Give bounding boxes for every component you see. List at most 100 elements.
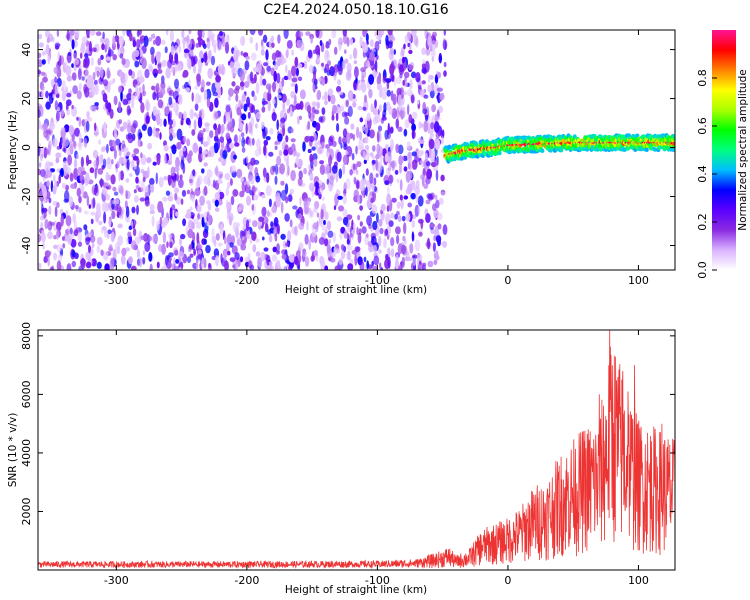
noise-cell: [180, 120, 184, 126]
noise-cell: [431, 104, 436, 113]
noise-cell: [409, 79, 413, 90]
noise-cell: [371, 204, 378, 214]
noise-cell: [229, 257, 236, 262]
noise-cell: [149, 263, 153, 270]
noise-cell: [214, 167, 218, 176]
noise-cell: [164, 106, 170, 115]
noise-cell: [436, 87, 443, 92]
noise-cell: [41, 229, 45, 237]
noise-cell: [395, 254, 399, 263]
noise-cell: [297, 177, 303, 187]
noise-cell: [372, 220, 378, 231]
noise-cell: [429, 223, 436, 228]
noise-cell: [311, 146, 316, 151]
noise-cell: [204, 122, 210, 127]
noise-cell: [395, 210, 400, 216]
y-tick-label: 40: [20, 43, 33, 57]
noise-cell: [69, 227, 73, 235]
noise-cell: [427, 35, 432, 47]
noise-cell: [66, 263, 72, 270]
noise-cell: [203, 186, 207, 193]
noise-cell: [226, 112, 231, 123]
noise-cell: [271, 35, 274, 43]
noise-cell: [175, 211, 179, 217]
noise-cell: [427, 84, 432, 93]
noise-cell: [54, 206, 58, 218]
noise-cell: [355, 169, 359, 175]
noise-cell: [88, 204, 92, 209]
noise-cell: [52, 93, 55, 99]
noise-cell: [55, 89, 58, 95]
noise-cell: [45, 44, 50, 55]
noise-cell: [214, 192, 221, 201]
noise-cell: [74, 127, 80, 137]
noise-cell: [136, 204, 139, 215]
noise-cell: [140, 180, 145, 193]
noise-cell: [442, 224, 448, 236]
noise-cell: [136, 248, 140, 259]
noise-cell: [96, 245, 101, 253]
noise-cell: [249, 36, 254, 44]
noise-cell: [42, 123, 48, 130]
noise-cell: [190, 50, 194, 57]
noise-cell: [174, 265, 177, 270]
noise-cell: [175, 59, 179, 65]
noise-cell: [239, 122, 244, 131]
noise-cell: [281, 93, 287, 103]
noise-cell: [352, 47, 358, 60]
noise-cell: [374, 186, 377, 192]
noise-cell: [438, 56, 443, 62]
spectrogram-ylabel: Frequency (Hz): [7, 110, 19, 189]
noise-cell: [59, 169, 64, 176]
noise-cell: [38, 162, 42, 168]
noise-cell: [54, 76, 58, 84]
noise-cell: [119, 53, 124, 59]
noise-cell: [333, 46, 338, 55]
noise-cell: [161, 39, 166, 46]
noise-cell: [425, 213, 431, 224]
x-tick-label: 0: [504, 574, 511, 587]
noise-cell: [232, 68, 237, 78]
noise-cell: [351, 152, 355, 161]
noise-cell: [179, 174, 183, 180]
noise-cell: [236, 238, 241, 247]
noise-cell: [76, 116, 79, 121]
noise-cell: [326, 178, 330, 185]
noise-cell: [431, 40, 436, 52]
noise-cell: [133, 165, 137, 170]
noise-cell: [55, 229, 60, 240]
noise-cell: [144, 185, 150, 197]
noise-cell: [150, 184, 155, 193]
noise-cell: [241, 136, 246, 148]
noise-cell: [132, 120, 138, 129]
x-tick-label: -100: [365, 274, 390, 287]
colorbar-tick-label: 0.2: [696, 213, 709, 231]
noise-cell: [147, 142, 153, 150]
noise-cell: [70, 183, 77, 189]
noise-cell: [363, 256, 367, 263]
noise-cell: [65, 209, 69, 216]
noise-cell: [343, 182, 347, 194]
noise-cell: [310, 255, 315, 262]
noise-cell: [73, 58, 80, 65]
noise-cell: [370, 235, 377, 246]
noise-cell: [428, 123, 431, 128]
noise-cell: [136, 39, 141, 49]
noise-cell: [171, 263, 175, 270]
noise-cell: [347, 263, 354, 270]
noise-cell: [91, 57, 94, 67]
noise-cell: [225, 104, 231, 113]
noise-cell: [373, 116, 378, 125]
noise-cell: [99, 178, 104, 188]
noise-cell: [358, 138, 364, 148]
noise-cell: [358, 131, 363, 141]
noise-cell: [231, 81, 236, 87]
noise-cell: [73, 167, 78, 180]
noise-cell: [118, 171, 121, 182]
noise-cell: [142, 257, 146, 265]
x-tick-label: 0: [504, 274, 511, 287]
noise-cell: [140, 168, 145, 174]
noise-cell: [236, 168, 243, 179]
noise-cell: [266, 210, 270, 217]
noise-cell: [41, 204, 44, 215]
